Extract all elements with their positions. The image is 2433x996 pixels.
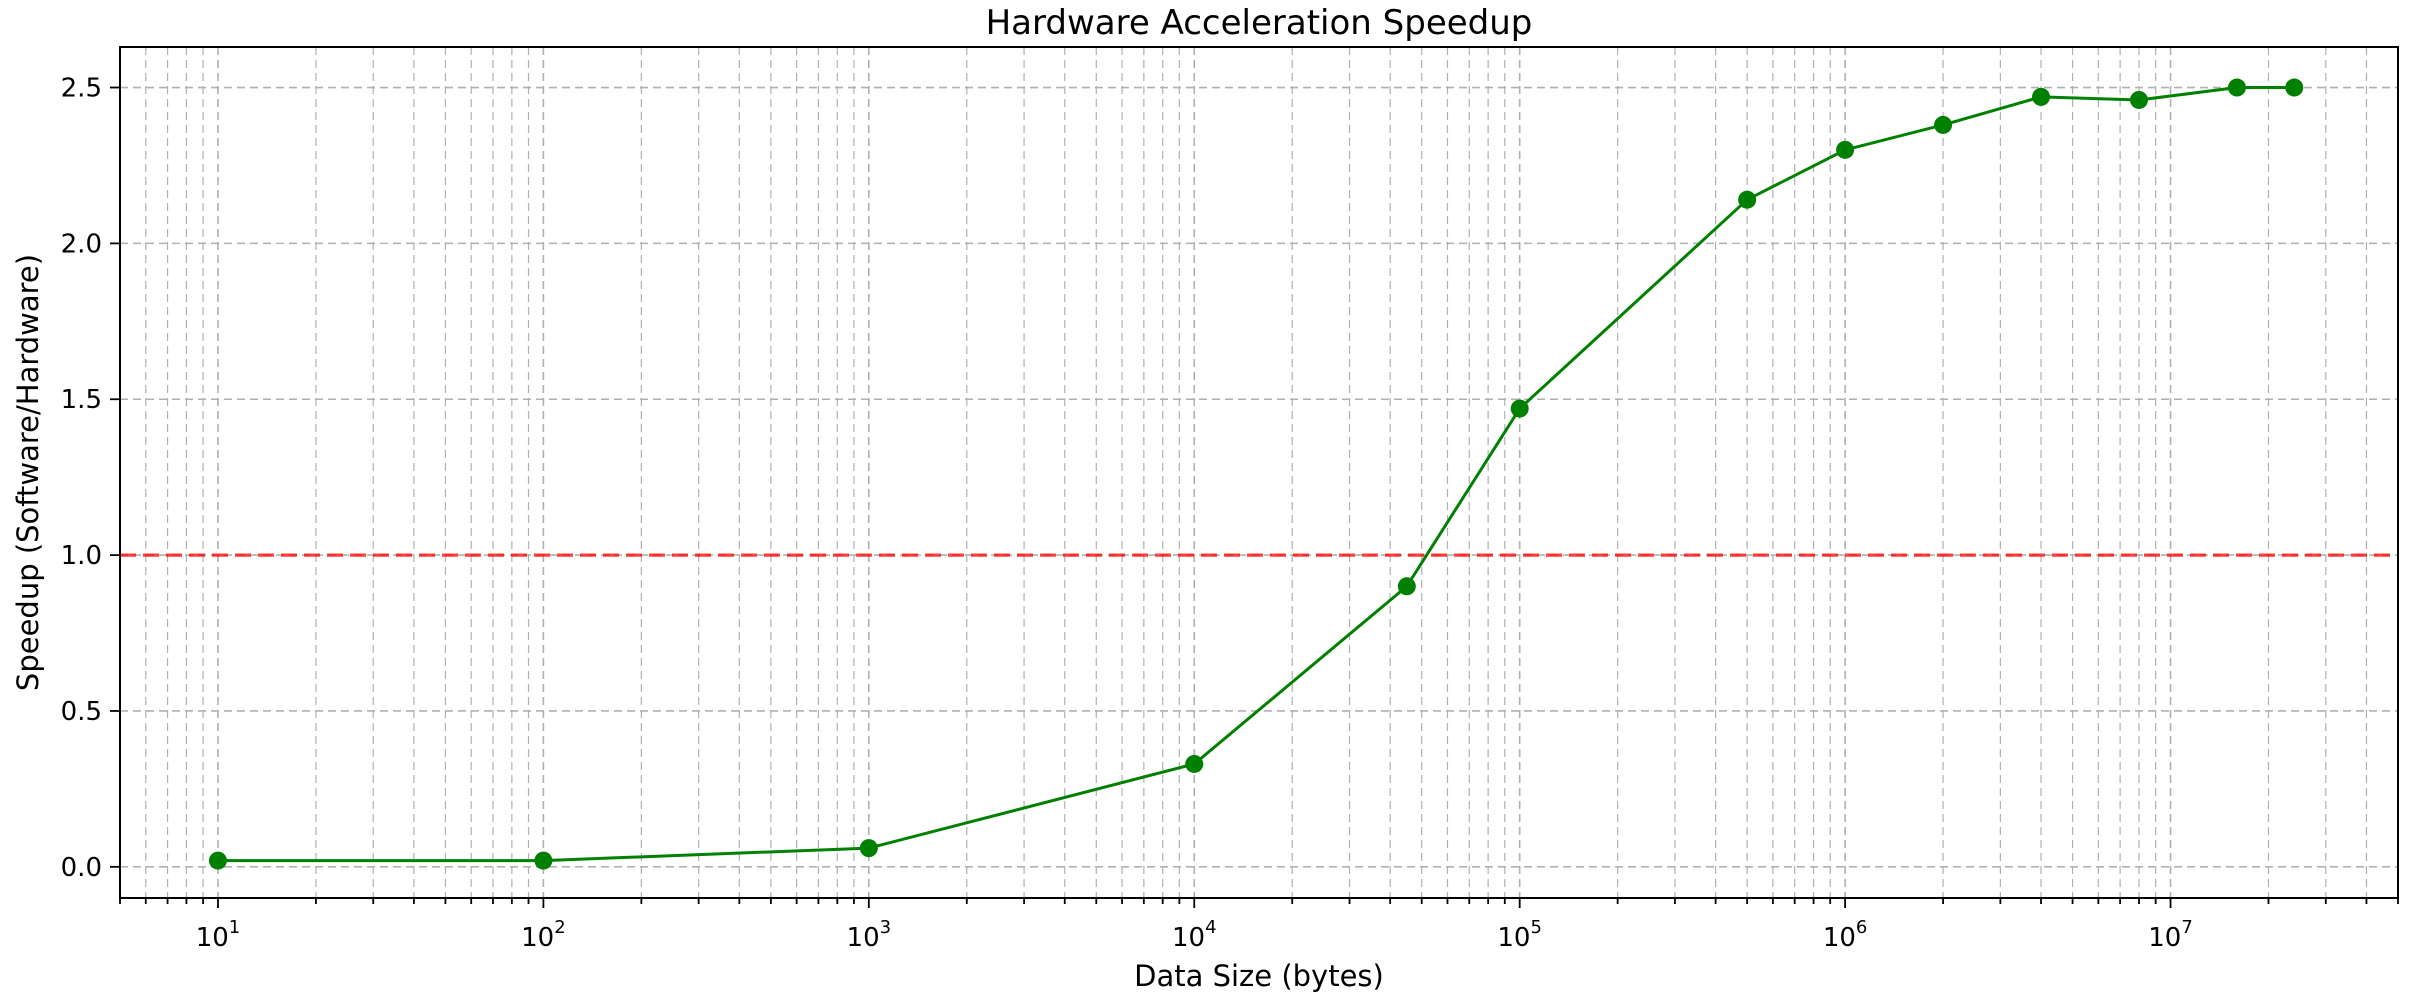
chart-title: Hardware Acceleration Speedup — [986, 3, 1533, 43]
data-point — [1397, 577, 1416, 596]
data-point — [2032, 87, 2051, 106]
plot-frame — [119, 46, 2399, 899]
y-tick-label: 0.0 — [61, 853, 102, 883]
data-point — [1185, 754, 1204, 773]
x-axis-label: Data Size (bytes) — [1134, 959, 1384, 993]
data-point — [2129, 90, 2148, 109]
x-tick-label: 107 — [2148, 917, 2193, 953]
data-point — [208, 851, 227, 870]
x-tick-label: 101 — [196, 917, 241, 953]
y-tick-label: 2.5 — [61, 74, 102, 104]
axis-ticks: 101 102 103 104 105 106 107 0.0 0.5 1.0 1.5 2.0 2.5 — [61, 74, 2399, 953]
x-tick-label: 103 — [847, 917, 892, 953]
x-tick-label: 104 — [1172, 917, 1217, 953]
data-point — [1738, 190, 1757, 209]
data-point — [859, 839, 878, 858]
x-tick-label: 106 — [1823, 917, 1868, 953]
data-point — [534, 851, 553, 870]
x-tick-label: 102 — [521, 917, 566, 953]
grid — [119, 47, 2399, 898]
y-tick-label: 0.5 — [61, 697, 102, 727]
data-point — [1934, 115, 1953, 134]
y-tick-label: 1.5 — [61, 385, 102, 415]
y-tick-label: 2.0 — [61, 229, 102, 259]
data-point — [2285, 78, 2304, 97]
data-point — [2227, 78, 2246, 97]
y-tick-label: 1.0 — [61, 541, 102, 571]
x-tick-label: 105 — [1497, 917, 1542, 953]
y-axis-label: Speedup (Software/Hardware) — [11, 254, 45, 691]
data-point — [1510, 399, 1529, 418]
series-layer — [208, 78, 2304, 870]
data-point — [1836, 140, 1855, 159]
speedup-line — [218, 86, 2295, 863]
